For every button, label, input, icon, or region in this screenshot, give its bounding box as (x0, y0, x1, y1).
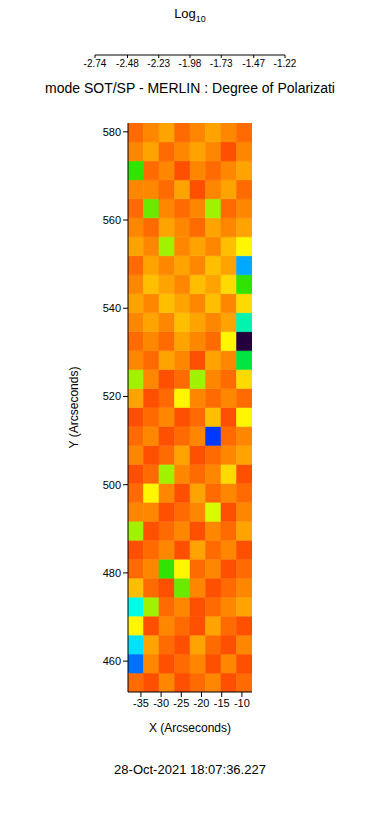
svg-text:480: 480 (103, 567, 121, 579)
svg-text:460: 460 (103, 655, 121, 667)
html-text:mode SOT/SP - MERLIN : Degree: mode SOT/SP - MERLIN : Degree of Polariz… (45, 80, 335, 96)
svg-text:-1.98: -1.98 (179, 58, 202, 69)
svg-text:-1.73: -1.73 (210, 58, 233, 69)
svg-text:-1.22: -1.22 (274, 58, 297, 69)
svg-text:-2.74: -2.74 (84, 58, 107, 69)
svg-text:-35: -35 (133, 697, 149, 709)
svg-text:-2.23: -2.23 (147, 58, 170, 69)
svg-text:580: 580 (103, 126, 121, 138)
svg-text:-2.48: -2.48 (116, 58, 139, 69)
svg-text:500: 500 (103, 479, 121, 491)
svg-text:X (Arcseconds): X (Arcseconds) (149, 721, 231, 735)
svg-text:-1.47: -1.47 (242, 58, 265, 69)
svg-text:-20: -20 (194, 697, 210, 709)
svg-text:Y (Arcseconds): Y (Arcseconds) (67, 367, 81, 449)
svg-text:-15: -15 (214, 697, 230, 709)
svg-text:520: 520 (103, 390, 121, 402)
svg-text:-30: -30 (153, 697, 169, 709)
svg-text:540: 540 (103, 302, 121, 314)
svg-text:-10: -10 (234, 697, 250, 709)
html-text:28-Oct-2021 18:07:36.227: 28-Oct-2021 18:07:36.227 (114, 762, 266, 777)
svg-text:560: 560 (103, 214, 121, 226)
html-text:Log10: Log10 (174, 6, 206, 24)
svg-text:-25: -25 (173, 697, 189, 709)
